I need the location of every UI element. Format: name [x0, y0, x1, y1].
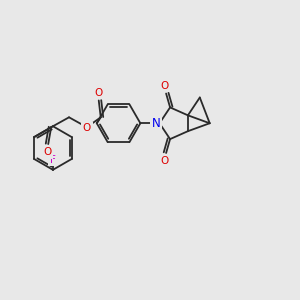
Text: O: O [160, 156, 168, 166]
Text: O: O [43, 147, 51, 157]
Text: O: O [83, 123, 91, 133]
Text: F: F [50, 155, 56, 165]
Text: O: O [94, 88, 103, 98]
Text: O: O [160, 81, 168, 91]
Text: N: N [152, 117, 161, 130]
